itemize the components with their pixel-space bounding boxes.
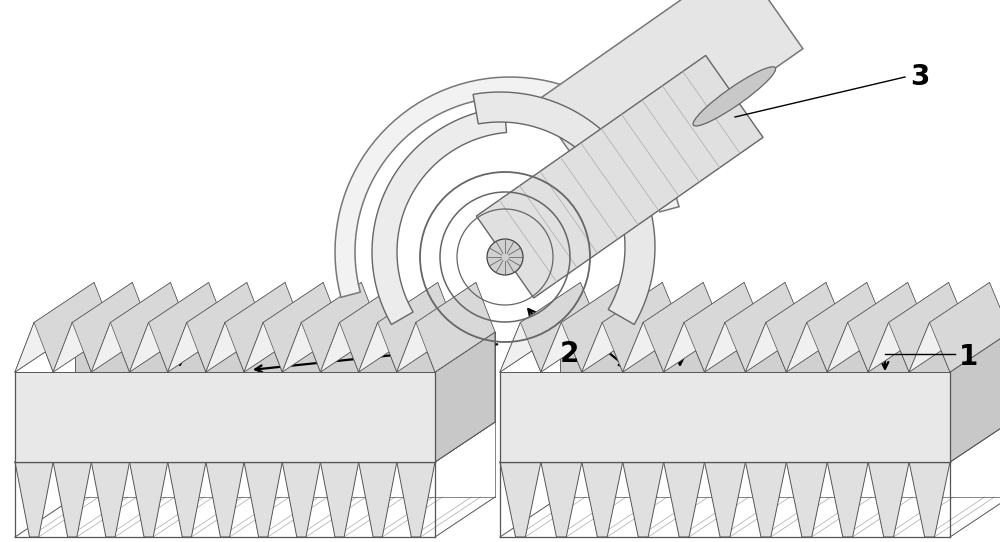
Polygon shape (725, 282, 805, 372)
Polygon shape (745, 282, 826, 372)
Text: 2: 2 (560, 340, 579, 368)
Polygon shape (561, 282, 642, 372)
Polygon shape (786, 282, 867, 372)
Polygon shape (807, 282, 887, 372)
Polygon shape (473, 92, 655, 325)
Polygon shape (397, 462, 435, 537)
Polygon shape (868, 282, 949, 372)
Polygon shape (378, 282, 457, 372)
Polygon shape (206, 282, 285, 372)
Polygon shape (244, 282, 323, 372)
Polygon shape (909, 462, 950, 537)
Polygon shape (684, 282, 765, 372)
Polygon shape (766, 282, 846, 372)
Polygon shape (623, 282, 703, 372)
Polygon shape (359, 282, 438, 372)
Text: 3: 3 (910, 63, 929, 91)
Polygon shape (168, 282, 247, 372)
Polygon shape (34, 282, 113, 372)
Polygon shape (435, 332, 495, 462)
Polygon shape (244, 462, 282, 537)
Polygon shape (372, 107, 507, 325)
Polygon shape (282, 282, 361, 372)
Polygon shape (53, 282, 132, 372)
Polygon shape (15, 372, 435, 462)
Polygon shape (664, 282, 744, 372)
Polygon shape (416, 282, 495, 372)
Polygon shape (500, 462, 541, 537)
Polygon shape (582, 282, 662, 372)
Polygon shape (301, 282, 380, 372)
Polygon shape (130, 462, 168, 537)
Polygon shape (541, 282, 621, 372)
Polygon shape (130, 282, 209, 372)
Polygon shape (225, 282, 304, 372)
Polygon shape (664, 462, 705, 537)
Polygon shape (535, 0, 803, 192)
Polygon shape (149, 282, 228, 372)
Polygon shape (53, 462, 91, 537)
Polygon shape (520, 282, 601, 372)
Polygon shape (15, 462, 53, 537)
Polygon shape (500, 282, 580, 372)
Polygon shape (359, 462, 397, 537)
Polygon shape (320, 282, 400, 372)
Polygon shape (560, 332, 1000, 422)
Polygon shape (320, 462, 359, 537)
Polygon shape (91, 282, 170, 372)
Polygon shape (868, 462, 909, 537)
Polygon shape (827, 282, 908, 372)
Polygon shape (500, 372, 950, 462)
Polygon shape (476, 55, 763, 298)
Polygon shape (582, 462, 623, 537)
Polygon shape (848, 282, 928, 372)
Polygon shape (187, 282, 266, 372)
Polygon shape (602, 282, 683, 372)
Polygon shape (263, 282, 342, 372)
Ellipse shape (693, 67, 776, 126)
Polygon shape (786, 462, 827, 537)
Polygon shape (623, 462, 664, 537)
Polygon shape (168, 462, 206, 537)
Text: 1: 1 (959, 343, 978, 371)
Polygon shape (889, 282, 969, 372)
Polygon shape (930, 282, 1000, 372)
Polygon shape (745, 462, 786, 537)
Polygon shape (643, 282, 724, 372)
Polygon shape (705, 282, 785, 372)
Polygon shape (72, 282, 151, 372)
Polygon shape (909, 282, 990, 372)
Polygon shape (110, 282, 190, 372)
Polygon shape (340, 282, 419, 372)
Polygon shape (206, 462, 244, 537)
Polygon shape (91, 462, 130, 537)
Polygon shape (15, 282, 94, 372)
Polygon shape (705, 462, 745, 537)
Polygon shape (397, 282, 476, 372)
Polygon shape (282, 462, 320, 537)
Polygon shape (827, 462, 868, 537)
Polygon shape (541, 462, 582, 537)
Polygon shape (335, 77, 679, 298)
Polygon shape (950, 332, 1000, 462)
Polygon shape (75, 332, 495, 422)
Circle shape (487, 239, 523, 275)
